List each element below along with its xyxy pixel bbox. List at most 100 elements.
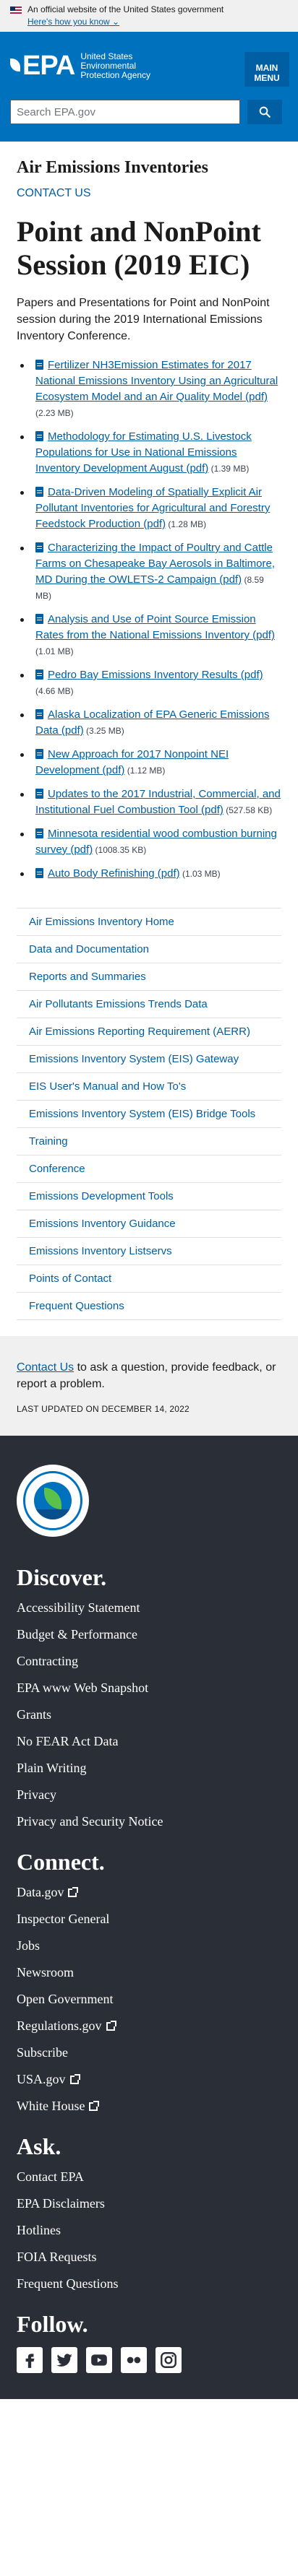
side-nav-item[interactable]: Emissions Inventory Guidance bbox=[17, 1210, 281, 1238]
discover-link[interactable]: EPA www Web Snapshot bbox=[17, 1681, 149, 1695]
side-nav-item[interactable]: EIS User's Manual and How To's bbox=[17, 1073, 281, 1101]
contact-box: Contact Us to ask a question, provide fe… bbox=[0, 1336, 298, 1436]
side-nav-item[interactable]: Air Emissions Inventory Home bbox=[17, 908, 281, 936]
chevron-down-icon: ⌄ bbox=[112, 17, 120, 27]
document-link[interactable]: Characterizing the Impact of Poultry and… bbox=[35, 542, 275, 586]
side-nav-item[interactable]: Data and Documentation bbox=[17, 936, 281, 963]
search-input[interactable]: Search EPA.gov bbox=[10, 100, 240, 124]
document-link[interactable]: Pedro Bay Emissions Inventory Results (p… bbox=[48, 669, 263, 681]
page-intro: Papers and Presentations for Point and N… bbox=[17, 297, 270, 342]
gov-banner: An official website of the United States… bbox=[0, 0, 298, 32]
search-icon bbox=[259, 106, 271, 118]
document-link[interactable]: Alaska Localization of EPA Generic Emiss… bbox=[35, 708, 270, 737]
ask-link[interactable]: EPA Disclaimers bbox=[17, 2196, 105, 2211]
document-size: (4.66 MB) bbox=[35, 686, 74, 696]
side-nav-item[interactable]: Points of Contact bbox=[17, 1265, 281, 1293]
document-list-item: Data-Driven Modeling of Spatially Explic… bbox=[17, 485, 281, 532]
main-content: Air Emissions Inventories CONTACT US Poi… bbox=[0, 157, 298, 1320]
follow-heading: Follow. bbox=[17, 2311, 88, 2337]
connect-link[interactable]: Open Government bbox=[17, 1992, 114, 2006]
document-link[interactable]: Auto Body Refinishing (pdf) bbox=[48, 867, 180, 880]
ask-links: Contact EPA EPA Disclaimers Hotlines FOIA R… bbox=[17, 2168, 281, 2292]
flickr-icon[interactable] bbox=[121, 2347, 147, 2373]
connect-link[interactable]: Regulations.gov bbox=[17, 2017, 281, 2034]
section-title: Air Emissions Inventories bbox=[17, 158, 208, 177]
side-nav-item[interactable]: Emissions Inventory Listservs bbox=[17, 1238, 281, 1265]
epa-logo-mark: EPA bbox=[10, 52, 75, 79]
side-nav-item[interactable]: Conference bbox=[17, 1155, 281, 1183]
document-link[interactable]: Updates to the 2017 Industrial, Commerci… bbox=[35, 788, 281, 816]
discover-links: Accessibility Statement Budget & Performa… bbox=[17, 1599, 281, 1830]
document-link[interactable]: Methodology for Estimating U.S. Livestoc… bbox=[35, 430, 252, 474]
document-list-item: Alaska Localization of EPA Generic Emiss… bbox=[17, 707, 281, 739]
discover-link[interactable]: Plain Writing bbox=[17, 1761, 87, 1775]
agency-name: United States Environmental Protection A… bbox=[80, 51, 151, 80]
connect-links: Data.gov Inspector General Jobs Newsroom Ope… bbox=[17, 1883, 281, 2115]
document-list-item: New Approach for 2017 Nonpoint NEI Devel… bbox=[17, 747, 281, 779]
contact-us-footer-link[interactable]: Contact Us bbox=[17, 1361, 74, 1374]
epa-seal-icon[interactable] bbox=[17, 1465, 89, 1537]
document-size: (3.25 MB) bbox=[83, 726, 124, 736]
discover-link[interactable]: Grants bbox=[17, 1707, 51, 1722]
connect-link[interactable]: Data.gov bbox=[17, 1883, 281, 1901]
external-link-icon bbox=[69, 2074, 80, 2084]
pdf-file-icon bbox=[35, 614, 43, 624]
document-list-item: Updates to the 2017 Industrial, Commerci… bbox=[17, 786, 281, 818]
pdf-file-icon bbox=[35, 542, 43, 552]
twitter-icon[interactable] bbox=[51, 2347, 77, 2373]
pdf-file-icon bbox=[35, 360, 43, 370]
facebook-icon[interactable] bbox=[17, 2347, 43, 2373]
contact-box-text: Contact Us to ask a question, provide fe… bbox=[17, 1361, 276, 1390]
ask-link[interactable]: Contact EPA bbox=[17, 2169, 84, 2184]
epa-logo[interactable]: EPA United States Environmental Protecti… bbox=[10, 51, 288, 80]
side-nav-item[interactable]: Emissions Inventory System (EIS) Gateway bbox=[17, 1046, 281, 1073]
discover-link[interactable]: Privacy and Security Notice bbox=[17, 1814, 163, 1829]
side-nav-item[interactable]: Air Pollutants Emissions Trends Data bbox=[17, 991, 281, 1018]
ask-link[interactable]: FOIA Requests bbox=[17, 2250, 97, 2264]
connect-link[interactable]: White House bbox=[17, 2097, 281, 2115]
side-nav-item[interactable]: Training bbox=[17, 1128, 281, 1155]
ask-heading: Ask. bbox=[17, 2133, 61, 2159]
instagram-icon[interactable] bbox=[156, 2347, 182, 2373]
youtube-icon[interactable] bbox=[86, 2347, 112, 2373]
document-link[interactable]: New Approach for 2017 Nonpoint NEI Devel… bbox=[35, 748, 229, 776]
search-button[interactable] bbox=[247, 100, 282, 124]
connect-link[interactable]: USA.gov bbox=[17, 2070, 281, 2088]
page-title: Point and NonPoint Session (2019 EIC) bbox=[17, 215, 261, 281]
connect-link[interactable]: Newsroom bbox=[17, 1965, 74, 1979]
side-nav: Air Emissions Inventory Home Data and Doc… bbox=[17, 908, 281, 1320]
pdf-file-icon bbox=[35, 868, 43, 878]
connect-link[interactable]: Subscribe bbox=[17, 2045, 68, 2060]
document-link[interactable]: Minnesota residential wood combustion bu… bbox=[35, 828, 277, 856]
discover-link[interactable]: Privacy bbox=[17, 1787, 56, 1802]
side-nav-item[interactable]: Frequent Questions bbox=[17, 1293, 281, 1320]
main-menu-button[interactable]: MAIN MENU bbox=[244, 52, 289, 87]
side-nav-item[interactable]: Emissions Inventory System (EIS) Bridge … bbox=[17, 1101, 281, 1128]
pdf-file-icon bbox=[35, 709, 43, 719]
pdf-file-icon bbox=[35, 789, 43, 799]
document-list-item: Methodology for Estimating U.S. Livestoc… bbox=[17, 429, 281, 477]
external-link-icon bbox=[89, 2101, 100, 2111]
document-link[interactable]: Data-Driven Modeling of Spatially Explic… bbox=[35, 486, 271, 530]
gov-banner-toggle[interactable]: Here's how you know ⌄ bbox=[27, 17, 120, 27]
document-size: (1008.35 KB) bbox=[93, 845, 147, 855]
side-nav-item[interactable]: Air Emissions Reporting Requirement (AER… bbox=[17, 1018, 281, 1046]
document-link[interactable]: Analysis and Use of Point Source Emissio… bbox=[35, 613, 275, 641]
ask-link[interactable]: Hotlines bbox=[17, 2223, 61, 2237]
discover-link[interactable]: Budget & Performance bbox=[17, 1627, 137, 1642]
side-nav-item[interactable]: Reports and Summaries bbox=[17, 963, 281, 991]
search-bar: Search EPA.gov bbox=[0, 100, 298, 142]
discover-link[interactable]: Accessibility Statement bbox=[17, 1600, 140, 1615]
contact-us-link[interactable]: CONTACT US bbox=[17, 187, 91, 199]
discover-link[interactable]: Contracting bbox=[17, 1654, 78, 1668]
connect-link[interactable]: Jobs bbox=[17, 1938, 41, 1953]
us-flag-icon bbox=[10, 6, 22, 14]
document-size: (527.58 KB) bbox=[223, 805, 273, 815]
document-size: (1.39 MB) bbox=[208, 464, 250, 474]
document-link[interactable]: Fertilizer NH3Emission Estimates for 201… bbox=[35, 359, 278, 403]
connect-link[interactable]: Inspector General bbox=[17, 1912, 110, 1926]
leaf-icon bbox=[10, 58, 20, 71]
discover-link[interactable]: No FEAR Act Data bbox=[17, 1734, 119, 1748]
ask-link[interactable]: Frequent Questions bbox=[17, 2276, 119, 2291]
side-nav-item[interactable]: Emissions Development Tools bbox=[17, 1183, 281, 1210]
